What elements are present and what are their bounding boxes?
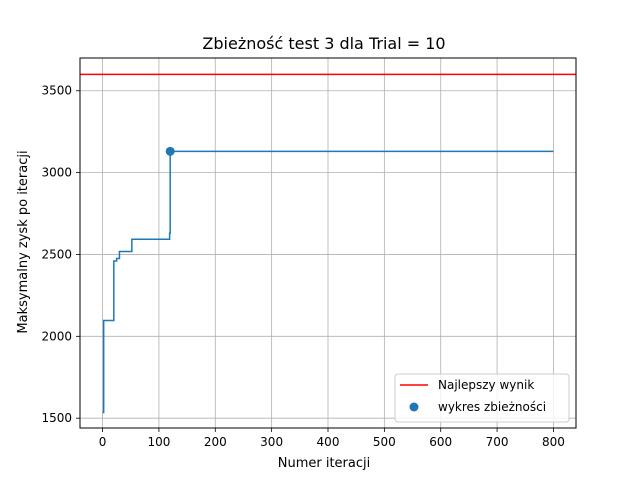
x-tick-label: 200 <box>204 435 227 449</box>
y-axis-label: Maksymalny zysk po iteracji <box>16 150 31 333</box>
axis-ticks: 0 100 200 300 400 500 600 700 800 1500 2000 2500 300… <box>41 84 564 449</box>
x-tick-label: 0 <box>99 435 107 449</box>
y-tick-label: 3000 <box>41 166 72 180</box>
convergence-point <box>165 146 175 156</box>
plot-frame <box>79 57 577 429</box>
chart-title: Zbieżność test 3 dla Trial = 10 <box>202 34 445 53</box>
x-tick-label: 800 <box>542 435 565 449</box>
x-tick-label: 300 <box>260 435 283 449</box>
legend-box <box>394 373 570 423</box>
chart-marks <box>80 73 576 414</box>
convergence-line <box>102 150 554 414</box>
y-tick-label: 3500 <box>41 84 72 98</box>
legend: Najlepszy wynik wykres zbieżności <box>394 373 570 423</box>
x-tick-label: 400 <box>317 435 340 449</box>
y-tick-label: 2000 <box>41 329 72 343</box>
y-tick-label: 1500 <box>41 411 72 425</box>
x-tick-label: 600 <box>429 435 452 449</box>
x-tick-label: 100 <box>147 435 170 449</box>
legend-label: wykres zbieżności <box>438 400 546 414</box>
legend-swatch-marker <box>409 402 419 412</box>
y-tick-label: 2500 <box>41 247 72 261</box>
legend-label: Najlepszy wynik <box>438 378 534 392</box>
x-tick-label: 700 <box>486 435 509 449</box>
x-tick-label: 500 <box>373 435 396 449</box>
x-axis-label: Numer iteracji <box>278 456 371 471</box>
